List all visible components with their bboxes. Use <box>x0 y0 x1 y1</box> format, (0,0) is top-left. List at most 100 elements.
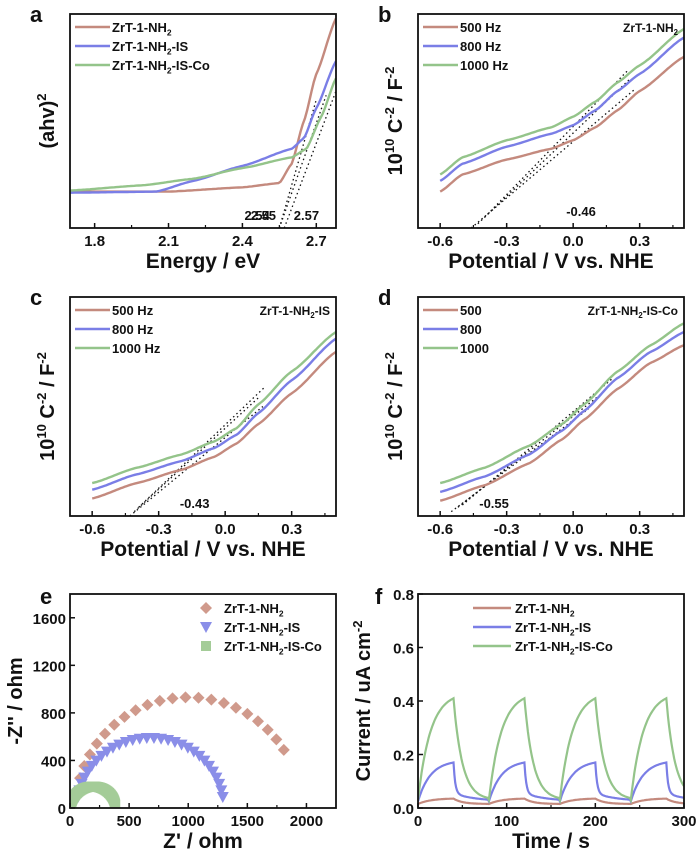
triangle-marker <box>90 755 103 767</box>
square-marker <box>110 799 121 808</box>
panel-label: d <box>378 285 391 310</box>
diamond-marker <box>270 733 283 746</box>
legend: ZrT-1-NH2​ ZrT-1-NH2​-IS ZrT-1-NH2​-IS-Co <box>75 20 210 75</box>
legend-marker <box>200 602 212 614</box>
x-tick-label: 0.3 <box>281 521 302 538</box>
series-line <box>91 331 336 485</box>
panel-label: f <box>375 584 383 609</box>
y-axis-label: 1010​ C-2​ / F-2​ <box>382 352 407 461</box>
legend-label: 800 <box>460 322 482 337</box>
legend-label: ZrT-1-NH2​ <box>515 601 575 618</box>
triangle-marker <box>202 760 215 772</box>
sample-label: ZrT-1-NH2​-IS-Co <box>588 304 678 320</box>
x-tick-label: 0 <box>414 813 422 830</box>
panel-label: e <box>40 584 52 609</box>
x-tick-label: 500 <box>117 813 142 830</box>
triangle-marker <box>119 737 132 749</box>
x-tick-label: 0.3 <box>629 521 650 538</box>
legend-label: ZrT-1-NH2​-IS <box>515 620 592 637</box>
plot-area <box>70 691 290 808</box>
plot-area <box>418 696 684 806</box>
legend-label: 500 <box>460 303 482 318</box>
x-tick-label: 1500 <box>231 813 264 830</box>
diamond-marker <box>277 743 290 756</box>
triangle-marker <box>113 739 126 751</box>
legend-label: 1000 Hz <box>460 58 509 73</box>
legend-label: ZrT-1-NH2​-IS-Co <box>515 639 613 656</box>
annotation: 2.55 <box>251 208 276 223</box>
legend-label: ZrT-1-NH2​-IS-Co <box>112 58 210 75</box>
x-tick-label: -0.6 <box>427 521 453 538</box>
legend-label: 500 Hz <box>460 20 502 35</box>
annotation: -0.43 <box>180 496 210 511</box>
x-tick-label: 0.0 <box>563 521 584 538</box>
x-tick-label: -0.3 <box>494 233 520 250</box>
triangle-marker <box>187 746 200 758</box>
plot-area <box>91 331 336 516</box>
x-axis-label: Energy / eV <box>146 250 260 273</box>
y-tick-label: 0.6 <box>393 641 414 658</box>
legend-label: 800 Hz <box>112 322 154 337</box>
diamond-marker <box>129 704 142 717</box>
x-tick-label: 0 <box>66 813 74 830</box>
diamond-marker <box>153 694 166 707</box>
y-tick-label: 0.4 <box>393 694 415 711</box>
y-axis-label: 1010​ C-2​ / F-2​ <box>382 67 407 176</box>
x-tick-label: 2.7 <box>306 233 327 250</box>
series-line <box>439 55 684 193</box>
x-axis-label: Potential / V vs. NHE <box>448 250 653 273</box>
legend: 500 Hz 800 Hz 1000 Hz <box>75 303 161 356</box>
series-line <box>70 17 336 193</box>
x-tick-label: 300 <box>671 813 696 830</box>
fit-line <box>457 392 603 508</box>
y-tick-label: 800 <box>41 706 66 723</box>
legend-label: ZrT-1-NH2​-IS <box>224 620 301 637</box>
sample-label: ZrT-1-NH2​ <box>623 21 679 37</box>
x-axis-label: Potential / V vs. NHE <box>448 538 653 561</box>
panel-label: c <box>30 285 42 310</box>
x-tick-label: 1.8 <box>84 233 105 250</box>
panel-label: b <box>378 2 391 27</box>
legend-marker <box>201 641 211 651</box>
x-tick-label: -0.3 <box>146 521 172 538</box>
series-line <box>70 77 336 192</box>
legend-label: 1000 Hz <box>112 341 161 356</box>
triangle-marker <box>100 746 113 758</box>
triangle-marker <box>175 739 188 751</box>
plot-area <box>70 17 336 228</box>
legend-label: ZrT-1-NH2​-IS-Co <box>224 639 322 656</box>
x-tick-label: -0.6 <box>79 521 105 538</box>
diamond-marker <box>229 701 242 714</box>
legend-marker <box>200 622 212 633</box>
panel-label: a <box>30 2 43 27</box>
triangle-marker <box>95 750 108 762</box>
y-axis-label: (ahv)2​ <box>34 93 59 148</box>
fit-line <box>138 386 266 508</box>
series-line <box>439 322 684 485</box>
triangle-marker <box>213 778 226 790</box>
x-tick-label: -0.3 <box>494 521 520 538</box>
y-tick-label: 0.8 <box>393 587 414 604</box>
y-tick-label: 1200 <box>33 658 66 675</box>
series-line <box>439 27 684 176</box>
y-axis-label: Current / uA cm-2​ <box>350 621 375 782</box>
legend-label: ZrT-1-NH2​ <box>112 20 172 37</box>
series-line <box>418 761 684 805</box>
triangle-marker <box>206 766 219 778</box>
y-tick-label: 0.2 <box>393 748 414 765</box>
legend: 500 800 1000 <box>423 303 489 356</box>
diamond-marker <box>252 715 265 728</box>
series-line <box>91 337 336 491</box>
diamond-marker <box>192 691 205 704</box>
series-line <box>418 696 684 805</box>
plot-frame <box>417 593 685 809</box>
x-tick-label: 0.0 <box>215 521 236 538</box>
x-tick-label: 100 <box>494 813 519 830</box>
triangle-marker <box>181 742 194 754</box>
x-axis-label: Z' / ohm <box>163 830 243 852</box>
plot-frame <box>417 13 685 229</box>
legend-label: 1000 <box>460 341 489 356</box>
